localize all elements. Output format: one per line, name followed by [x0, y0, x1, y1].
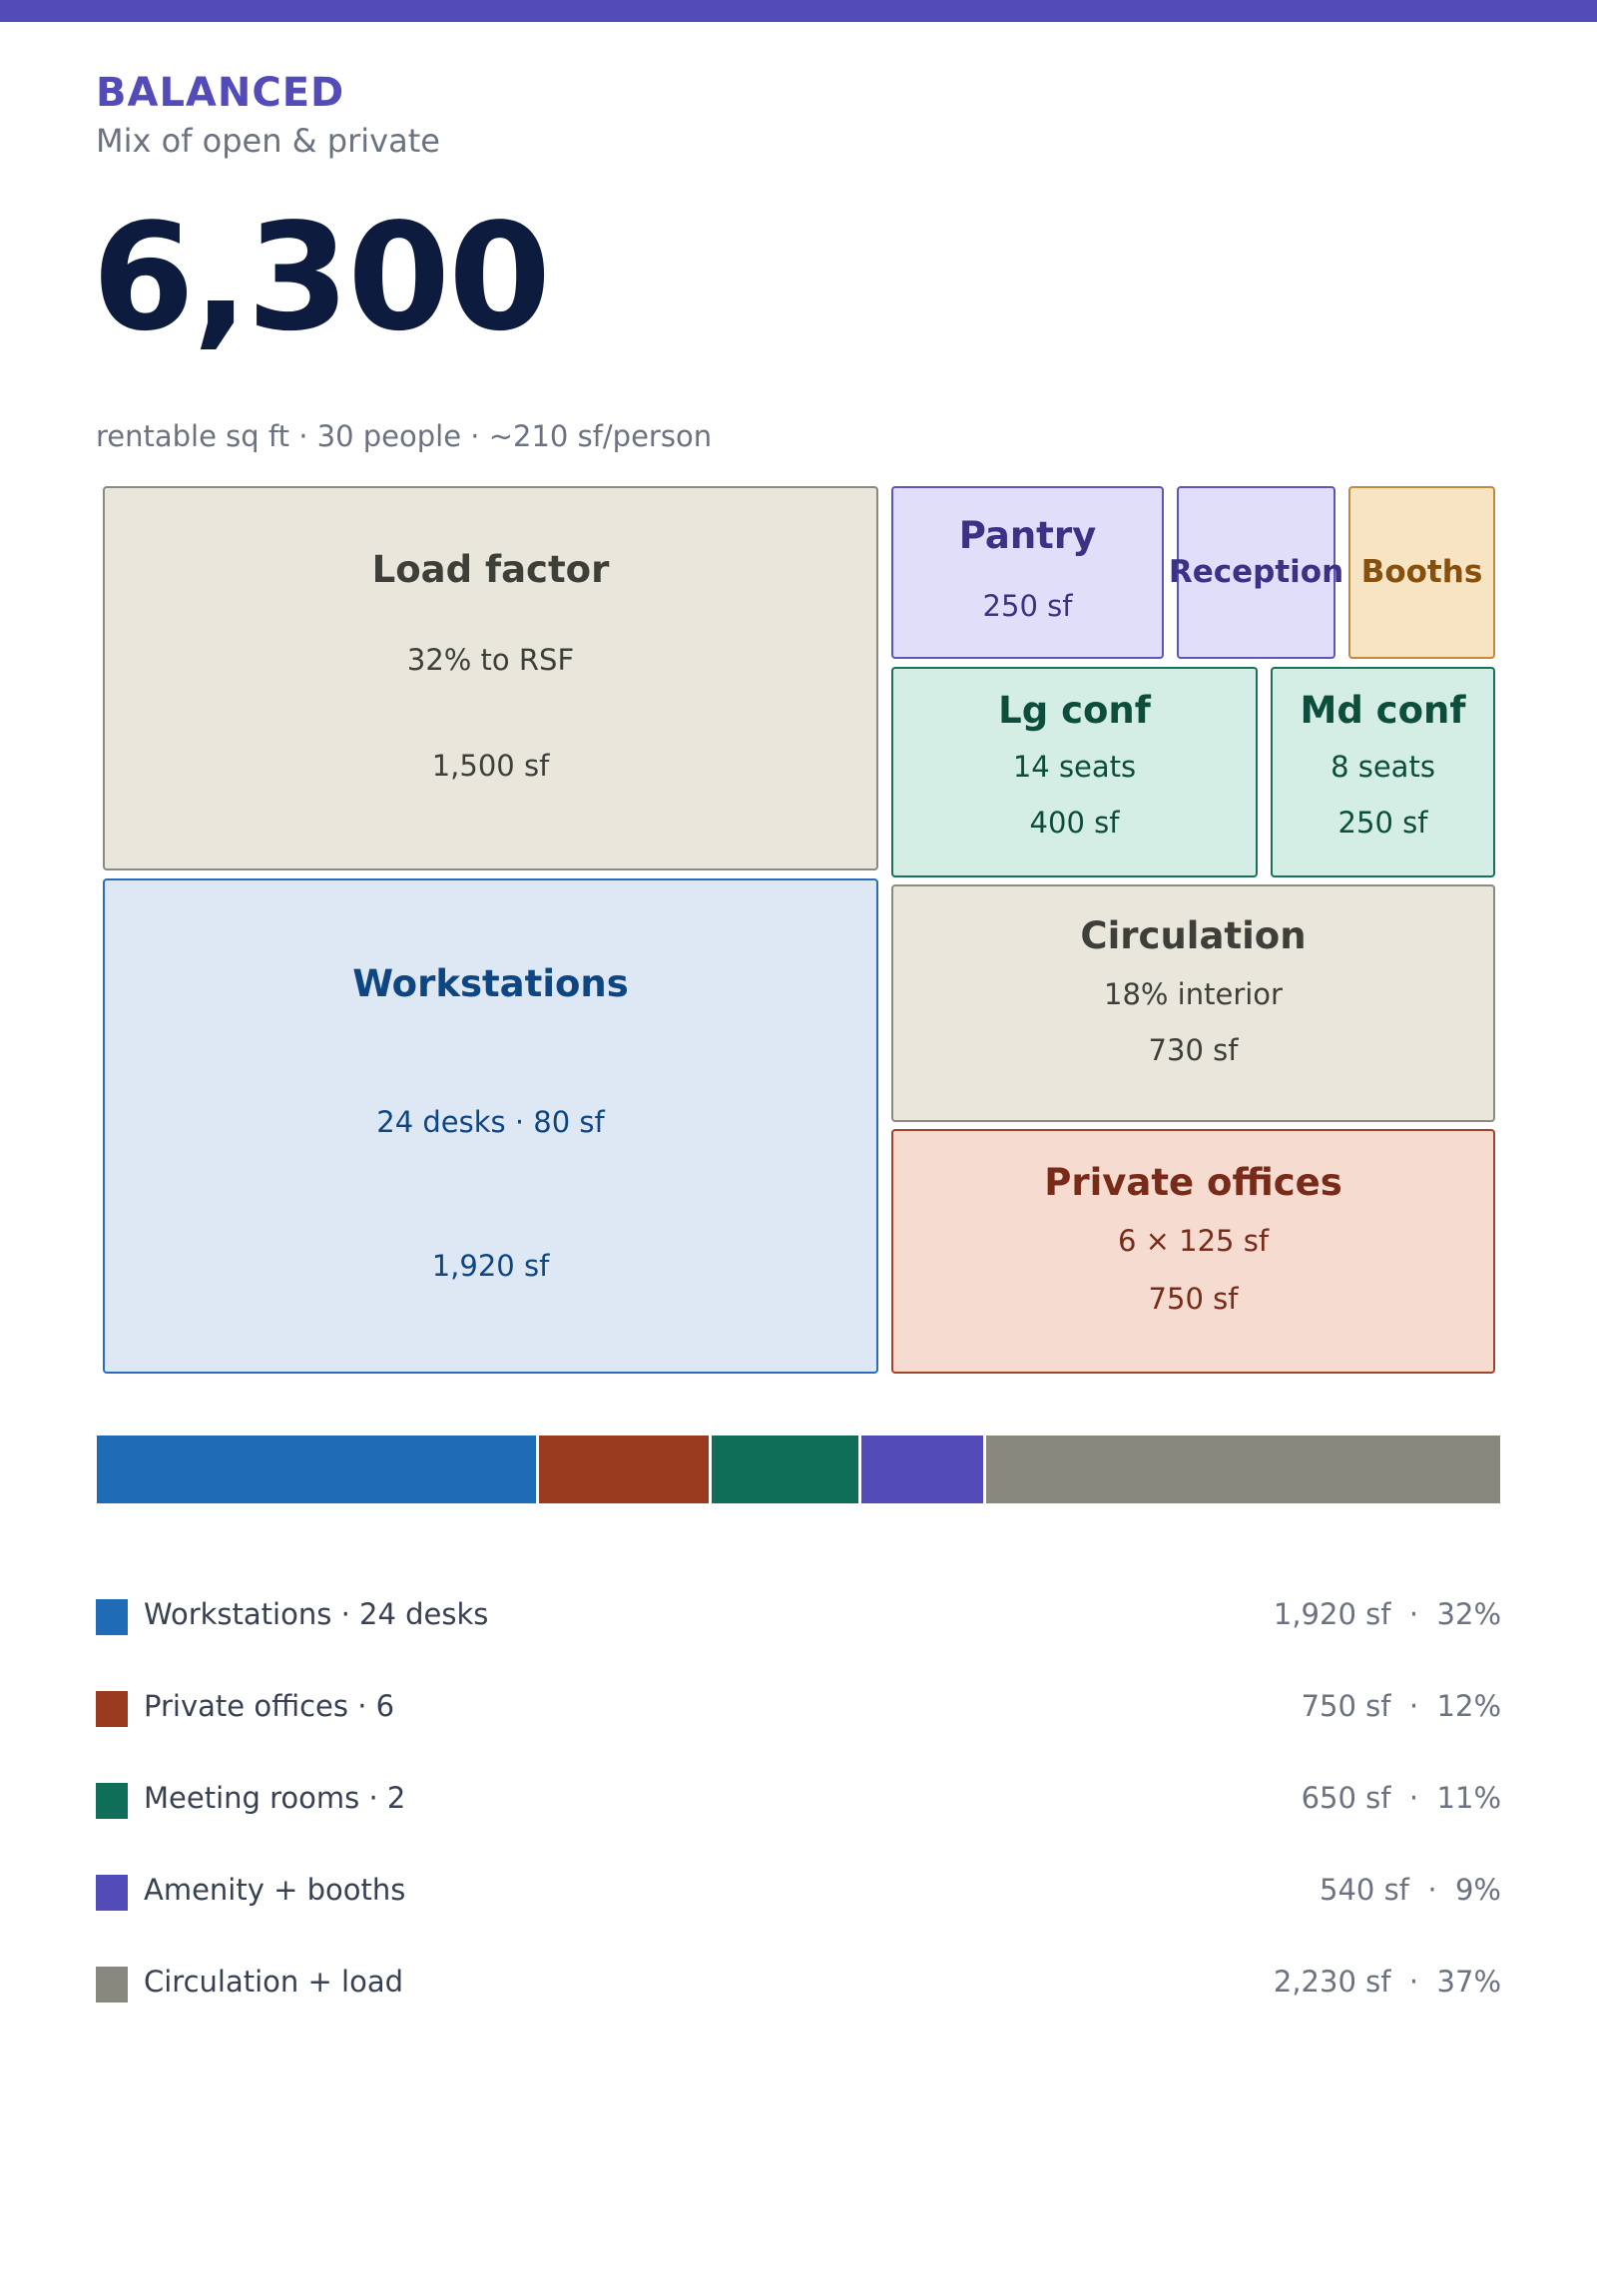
- legend-value: 1,920 sf · 32%: [1273, 1597, 1501, 1631]
- block-title: Private offices: [1044, 1161, 1342, 1204]
- legend-value: 2,230 sf · 37%: [1273, 1965, 1501, 1999]
- block-area: 730 sf: [1148, 1033, 1239, 1067]
- legend-label: Workstations · 24 desks: [144, 1597, 489, 1631]
- block-md-conf: Md conf 8 seats 250 sf: [1271, 667, 1495, 877]
- summary-line: rentable sq ft · 30 people · ~210 sf/per…: [96, 419, 713, 453]
- block-area: 750 sf: [1148, 1282, 1239, 1316]
- block-title: Reception: [1168, 553, 1344, 590]
- legend-value: 540 sf · 9%: [1320, 1873, 1501, 1907]
- allocation-bar-segment: [712, 1435, 862, 1503]
- legend-value: 650 sf · 11%: [1301, 1781, 1501, 1815]
- allocation-bar-segment: [97, 1435, 540, 1503]
- block-detail: 18% interior: [1104, 977, 1283, 1011]
- legend-label: Meeting rooms · 2: [144, 1781, 406, 1815]
- plan-subtitle: Mix of open & private: [96, 122, 440, 160]
- block-seats: 14 seats: [1012, 750, 1137, 784]
- legend-item: Circulation + load 2,230 sf · 37%: [96, 1955, 1501, 2046]
- legend: Workstations · 24 desks 1,920 sf · 32% Pri…: [96, 1587, 1501, 2046]
- plan-name: BALANCED: [96, 70, 345, 116]
- block-detail: 32% to RSF: [406, 643, 575, 677]
- allocation-bar-segment: [986, 1435, 1500, 1503]
- block-title: Pantry: [958, 514, 1097, 557]
- block-title: Booths: [1360, 553, 1483, 590]
- top-accent-bar: [0, 0, 1597, 22]
- legend-value: 750 sf · 12%: [1301, 1689, 1501, 1723]
- legend-item: Private offices · 6 750 sf · 12%: [96, 1679, 1501, 1771]
- legend-item: Workstations · 24 desks 1,920 sf · 32%: [96, 1587, 1501, 1679]
- total-rsf: 6,300: [92, 192, 551, 363]
- block-reception: Reception: [1169, 486, 1343, 659]
- legend-label: Private offices · 6: [144, 1689, 395, 1723]
- block-workstations: Workstations 24 desks · 80 sf 1,920 sf: [103, 878, 878, 1374]
- block-private-offices: Private offices 6 × 125 sf 750 sf: [891, 1129, 1495, 1374]
- block-title: Workstations: [352, 962, 629, 1005]
- block-title: Circulation: [1080, 914, 1307, 957]
- legend-label: Circulation + load: [144, 1965, 404, 1999]
- block-title: Lg conf: [998, 689, 1151, 732]
- legend-swatch: [96, 1691, 128, 1727]
- block-load-factor: Load factor 32% to RSF 1,500 sf: [103, 486, 878, 870]
- legend-swatch: [96, 1783, 128, 1819]
- block-detail: 6 × 125 sf: [1117, 1224, 1270, 1258]
- legend-item: Meeting rooms · 2 650 sf · 11%: [96, 1771, 1501, 1863]
- block-title: Load factor: [371, 548, 610, 591]
- block-area: 400 sf: [1029, 806, 1120, 840]
- block-lg-conf: Lg conf 14 seats 400 sf: [891, 667, 1258, 877]
- block-circulation: Circulation 18% interior 730 sf: [891, 884, 1495, 1122]
- allocation-bar: [97, 1435, 1500, 1503]
- block-area: 250 sf: [1337, 806, 1428, 840]
- allocation-bar-segment: [861, 1435, 987, 1503]
- legend-swatch: [96, 1599, 128, 1635]
- legend-item: Amenity + booths 540 sf · 9%: [96, 1863, 1501, 1955]
- block-area: 250 sf: [982, 589, 1073, 623]
- block-detail: 24 desks · 80 sf: [376, 1105, 605, 1139]
- block-area: 1,920 sf: [431, 1249, 550, 1283]
- legend-swatch: [96, 1875, 128, 1911]
- legend-swatch: [96, 1967, 128, 2003]
- allocation-bar-segment: [539, 1435, 713, 1503]
- block-pantry: Pantry 250 sf: [891, 486, 1164, 659]
- legend-label: Amenity + booths: [144, 1873, 406, 1907]
- block-seats: 8 seats: [1331, 750, 1435, 784]
- block-booths: Booths: [1348, 486, 1495, 659]
- block-area: 1,500 sf: [431, 749, 550, 783]
- block-title: Md conf: [1300, 689, 1466, 732]
